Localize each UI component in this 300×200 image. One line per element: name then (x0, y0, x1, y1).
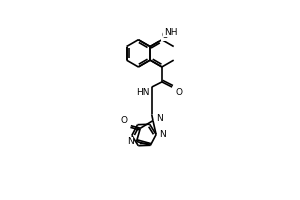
Text: N: N (127, 137, 134, 146)
Text: O: O (121, 116, 128, 125)
Text: N: N (159, 130, 166, 139)
Text: N: N (156, 114, 163, 123)
Text: O: O (175, 88, 182, 97)
Text: HN: HN (136, 88, 150, 97)
Text: O: O (162, 31, 169, 40)
Text: NH: NH (164, 28, 177, 37)
